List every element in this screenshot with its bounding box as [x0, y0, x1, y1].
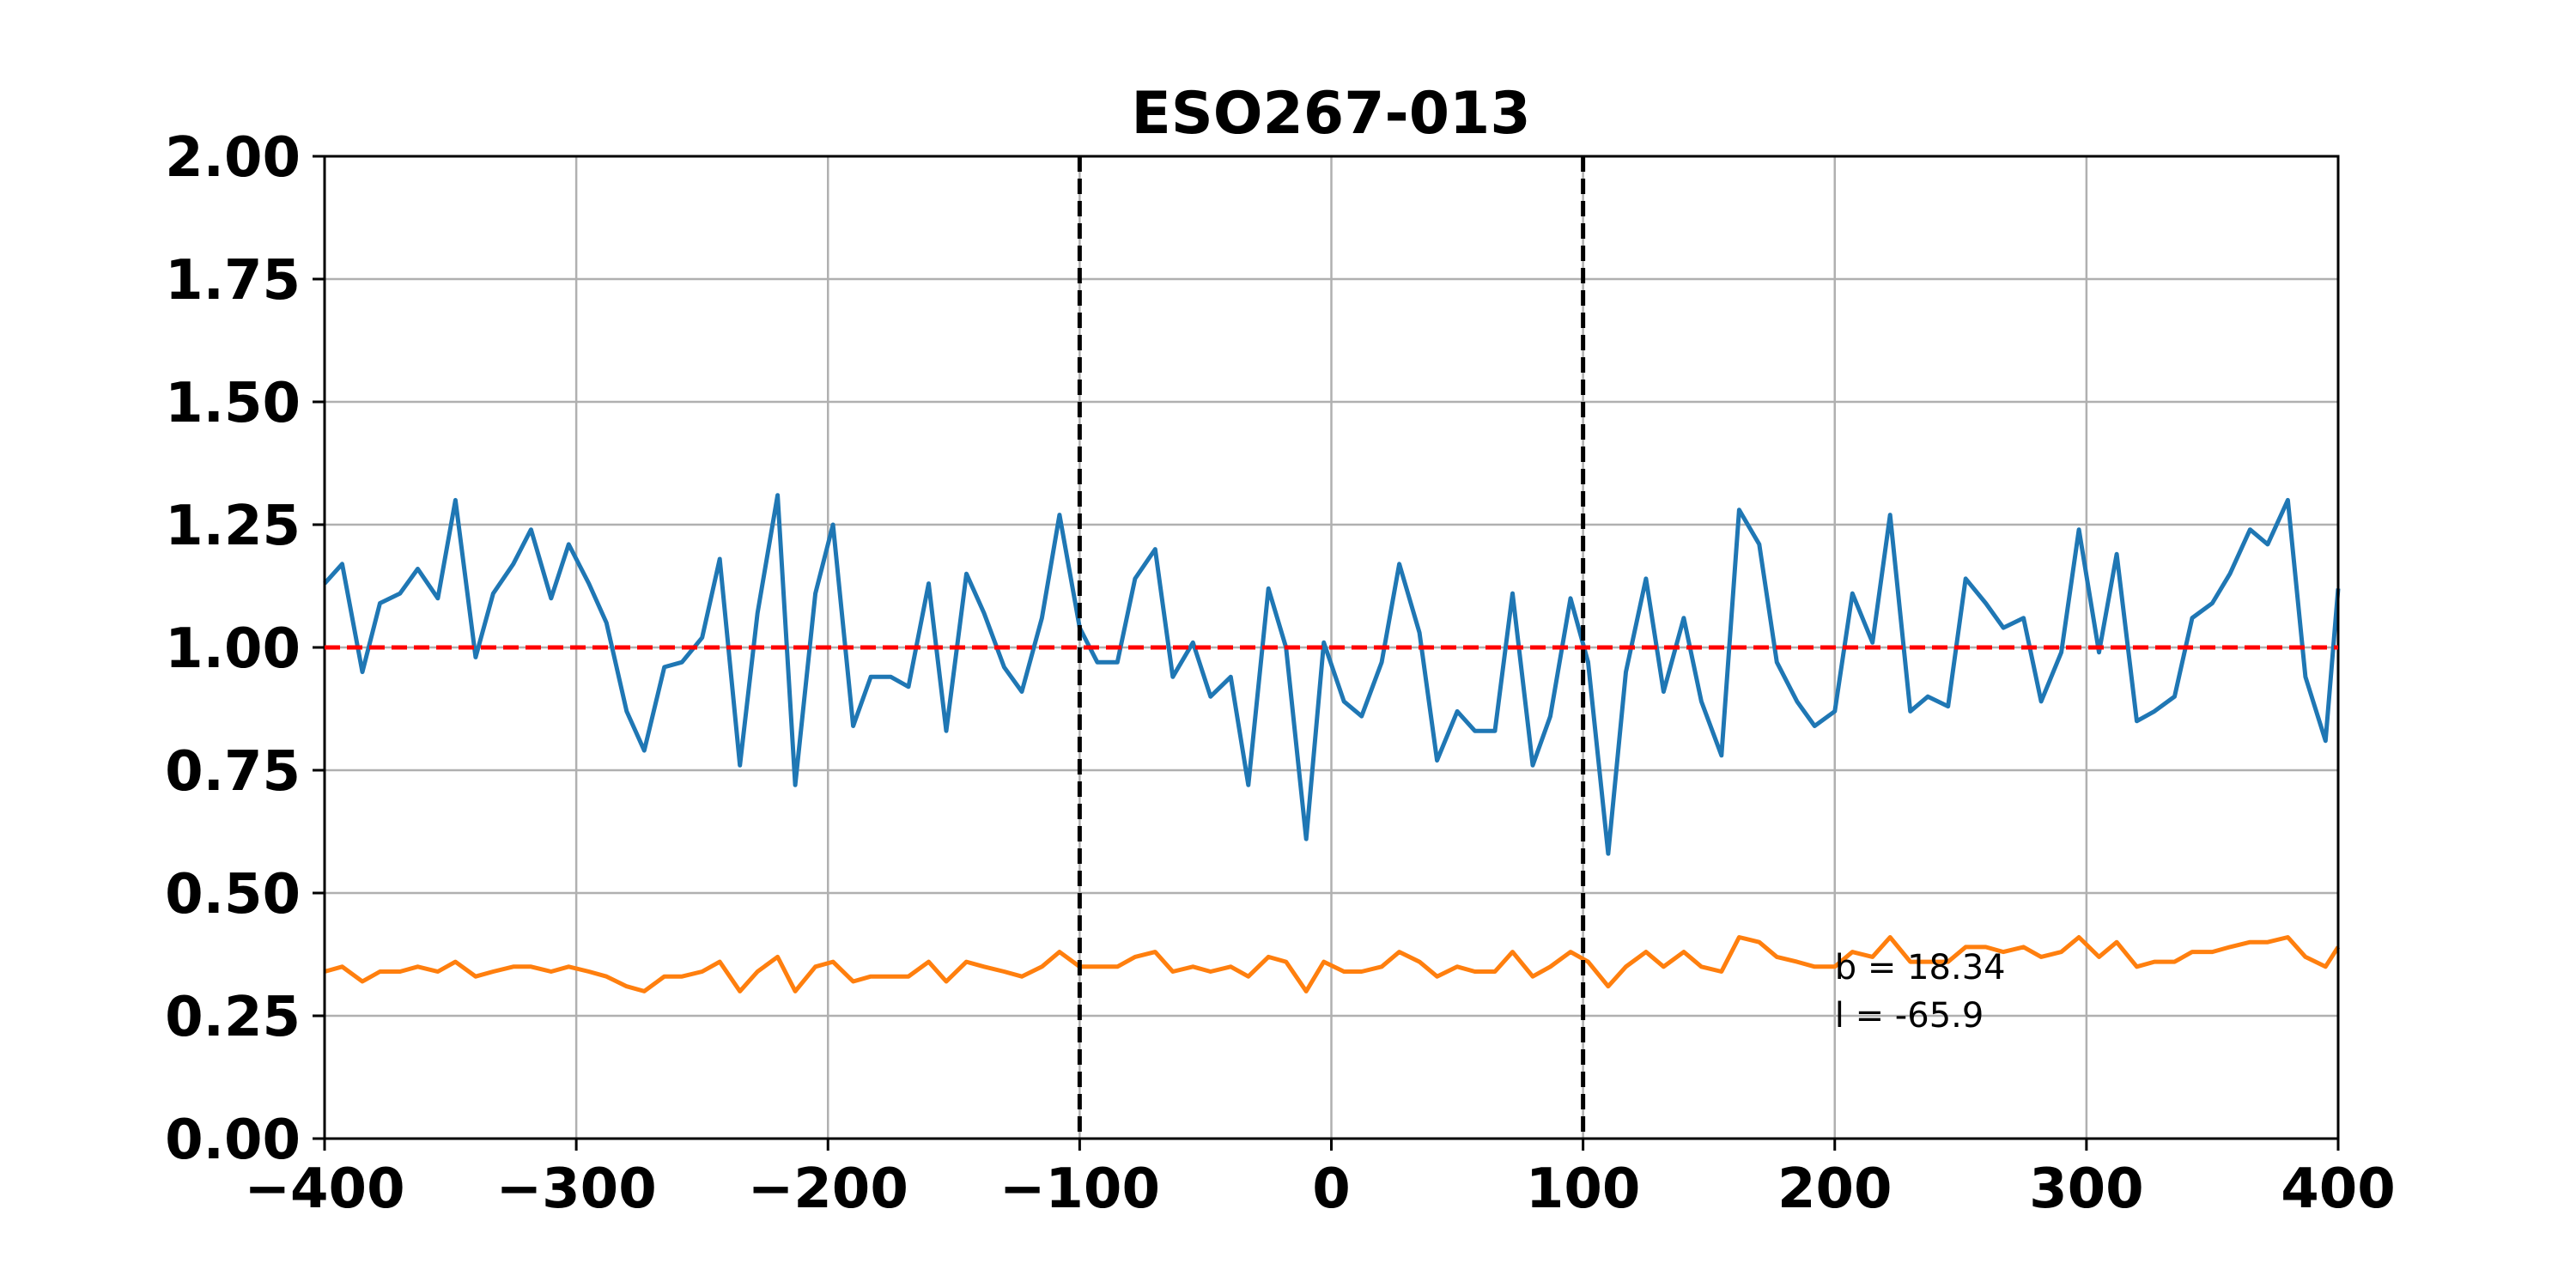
y-tick-label: 2.00: [165, 126, 301, 190]
x-tick-label: −300: [496, 1157, 657, 1221]
x-tick-label: −400: [244, 1157, 404, 1221]
series-1-line: [323, 493, 2341, 856]
y-tick-label: 0.00: [165, 1109, 301, 1172]
x-tick-label: −200: [748, 1157, 908, 1221]
x-tick-label: 100: [1526, 1157, 1641, 1221]
annotation-l: l = -65.9: [1835, 996, 1984, 1036]
y-tick-label: 1.25: [165, 495, 301, 558]
annotation-b: b = 18.34: [1835, 948, 2006, 987]
x-tick-label: 400: [2281, 1157, 2396, 1221]
x-tick-label: 200: [1777, 1157, 1893, 1221]
x-tick-label: −100: [999, 1157, 1160, 1221]
y-tick-label: 1.75: [165, 249, 301, 313]
reference-lines: [325, 156, 2338, 1139]
y-tick-label: 0.75: [165, 740, 301, 804]
y-tick-label: 1.50: [165, 372, 301, 435]
annotation-block: b = 18.34 l = -65.9: [1835, 948, 2006, 1036]
axis-ticks: −400 −300 −200 −100 0 100 200 300 400 0.00 0.25 0.5…: [165, 126, 2396, 1221]
y-tick-label: 1.00: [165, 617, 301, 681]
y-tick-label: 0.50: [165, 863, 301, 927]
series-group: [323, 493, 2341, 993]
x-tick-label: 0: [1312, 1157, 1351, 1221]
series-2-line: [324, 935, 2341, 993]
y-tick-label: 0.25: [165, 986, 301, 1049]
chart-title: ESO267-013: [1131, 80, 1530, 148]
x-tick-label: 300: [2029, 1157, 2144, 1221]
